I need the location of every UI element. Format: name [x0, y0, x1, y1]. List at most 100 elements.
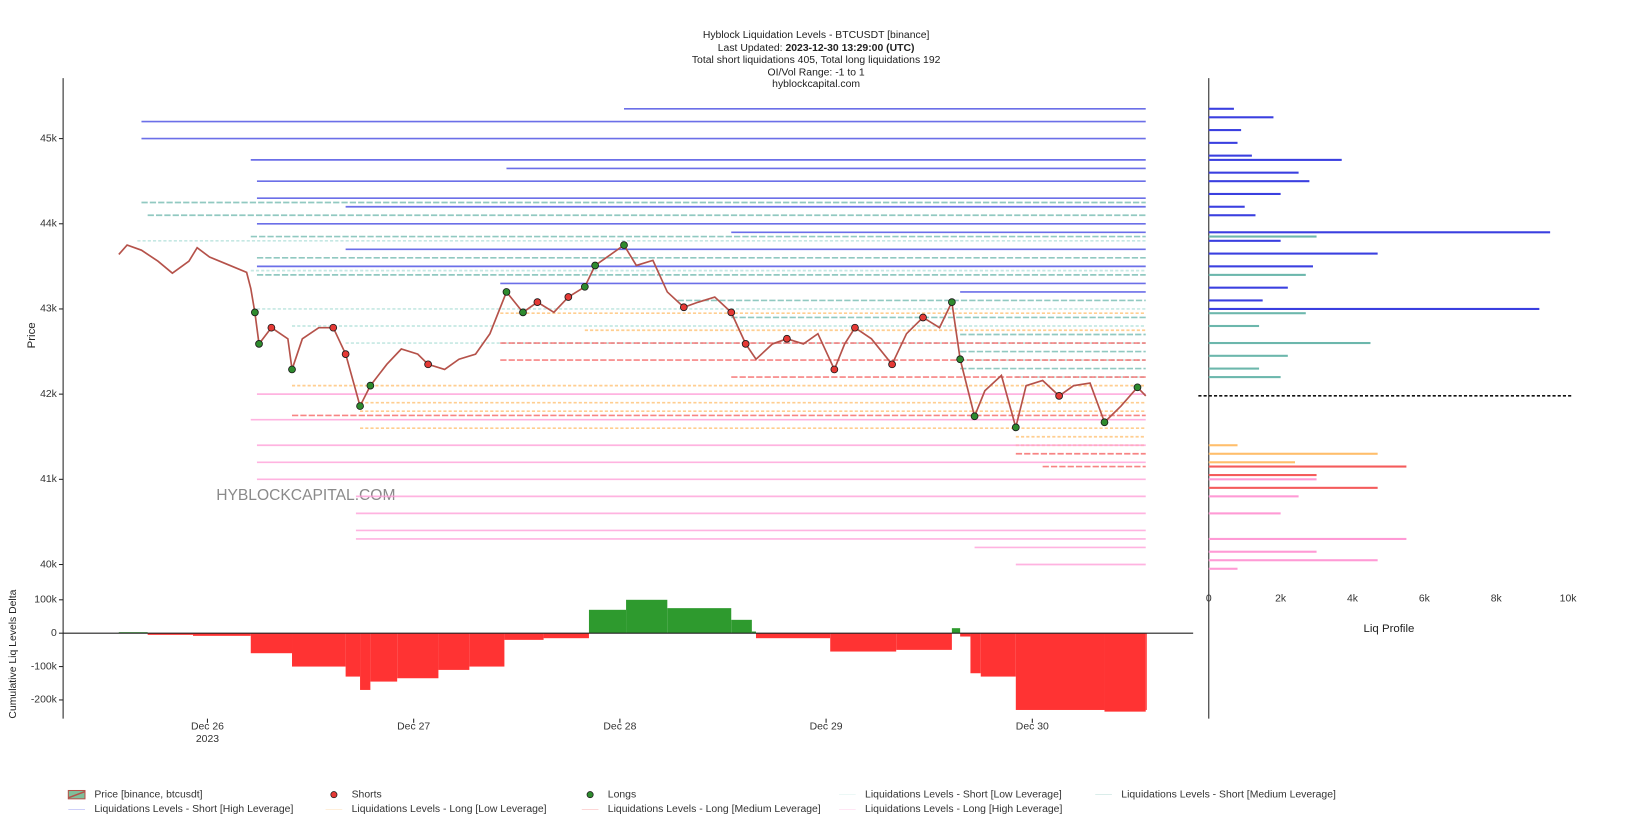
delta-bar [250, 633, 293, 654]
short-marker [1055, 391, 1063, 400]
delta-bar [751, 631, 756, 634]
watermark: HYBLOCKCAPITAL.COM [216, 487, 395, 504]
profile-bar [1208, 495, 1299, 498]
legend-item[interactable]: Liquidations Levels - Short [Low Leverag… [839, 789, 1062, 800]
short-marker [564, 293, 573, 301]
long-marker [251, 308, 259, 317]
profile-bar [1208, 452, 1378, 455]
profile-bar [1208, 567, 1238, 570]
y-tick-label: 42k [40, 389, 58, 400]
long-marker [502, 288, 511, 296]
profile-bar [1208, 154, 1252, 157]
legend-label: Shorts [352, 789, 382, 800]
source: hyblockcapital.com [772, 79, 860, 90]
legend-swatch [586, 791, 594, 799]
legend-item[interactable]: Liquidations Levels - Short [Medium Leve… [1095, 789, 1336, 800]
profile-bar [1208, 141, 1238, 144]
short-marker [830, 365, 839, 374]
profile-bar [1208, 341, 1371, 345]
delta-bar [1104, 633, 1146, 712]
delta-bar [626, 599, 668, 634]
y-tick-label: 40k [40, 559, 58, 570]
delta-bar [896, 633, 952, 650]
profile-bar [1208, 376, 1281, 379]
profile-bar [1208, 286, 1288, 289]
legend-label: Liquidations Levels - Short [Medium Leve… [1121, 789, 1336, 800]
long-marker [620, 241, 628, 249]
subtitle: Total short liquidations 405, Total long… [692, 55, 941, 66]
long-marker [580, 282, 589, 291]
delta-bar [469, 633, 505, 667]
profile-bar [1208, 312, 1306, 315]
profile-bar [1208, 474, 1317, 477]
delta-bar [504, 633, 544, 640]
profile-bar [1208, 192, 1281, 196]
long-marker [591, 261, 599, 270]
long-marker [1011, 423, 1020, 432]
short-marker [727, 308, 736, 317]
legend-item[interactable]: Shorts [330, 789, 382, 800]
y-axis-title: Price [26, 322, 38, 348]
delta-bar [1145, 633, 1147, 710]
delta-bar [731, 619, 752, 634]
legend-label: Longs [608, 789, 636, 800]
delta-bar [588, 609, 627, 634]
delta-tick-label: -100k [31, 661, 58, 672]
long-marker [288, 365, 296, 374]
delta-bar [960, 633, 971, 637]
updated-value: 2023-12-30 13:29:00 (UTC) [785, 43, 914, 54]
profile-bar [1208, 273, 1306, 276]
profile-bar [1208, 550, 1317, 553]
legend-item[interactable]: Liquidations Levels - Long [Medium Lever… [581, 804, 821, 815]
delta-bar [667, 608, 732, 634]
legend-item[interactable]: Liquidations Levels - Long [Low Leverage… [325, 804, 547, 815]
short-marker [783, 334, 791, 343]
y-tick-label: 43k [40, 304, 58, 315]
legend-item[interactable]: Longs [586, 789, 636, 800]
legend-item[interactable]: Price [binance, btcusdt] [67, 789, 203, 800]
delta-tick-label: -200k [31, 695, 58, 706]
profile-tick-label: 0 [1206, 594, 1212, 605]
delta-bar [755, 633, 831, 639]
profile-bar [1208, 461, 1296, 464]
y-tick-label: 45k [40, 133, 58, 144]
legend-label: Liquidations Levels - Long [Medium Lever… [608, 804, 821, 815]
legend-swatch-line [68, 790, 86, 799]
profile-bar [1208, 307, 1540, 310]
profile-bar [1208, 180, 1310, 183]
profile-bar [1208, 512, 1281, 515]
long-marker [519, 308, 527, 317]
short-marker [341, 350, 350, 358]
profile-tick-label: 4k [1347, 594, 1359, 605]
delta-bar [543, 633, 589, 639]
profile-bar [1208, 231, 1551, 234]
long-marker [255, 340, 263, 348]
delta-bar [292, 633, 346, 667]
long-marker [970, 412, 979, 421]
profile-bar [1208, 465, 1407, 468]
profile-tick-label: 10k [1560, 594, 1578, 605]
profile-tick-label: 6k [1419, 594, 1431, 605]
profile-bar [1208, 486, 1378, 489]
range-note: OI/Vol Range: -1 to 1 [768, 68, 865, 79]
short-marker [533, 298, 542, 306]
legend-item[interactable]: Liquidations Levels - Long [High Leverag… [839, 804, 1062, 815]
x-tick-label: Dec 26 [191, 722, 224, 733]
profile-bar [1208, 214, 1256, 217]
profile-bar [1208, 239, 1281, 242]
legend-item[interactable]: Liquidations Levels - Short [High Levera… [68, 804, 293, 815]
short-marker [267, 323, 276, 332]
y-tick-label: 41k [40, 474, 58, 485]
profile-tick-label: 8k [1491, 594, 1503, 605]
legend-label: Price [binance, btcusdt] [94, 789, 202, 800]
profile-bar [1208, 367, 1260, 370]
profile-bar [1208, 252, 1378, 255]
profile-bar [1208, 171, 1299, 174]
x-tick-label: Dec 29 [810, 722, 843, 733]
profile-bar [1208, 299, 1263, 302]
delta-tick-label: 100k [34, 595, 57, 606]
profile-axis-title: Liq Profile [1364, 623, 1415, 635]
delta-bar [193, 633, 251, 636]
delta-bar [345, 633, 361, 677]
short-marker [919, 313, 927, 322]
